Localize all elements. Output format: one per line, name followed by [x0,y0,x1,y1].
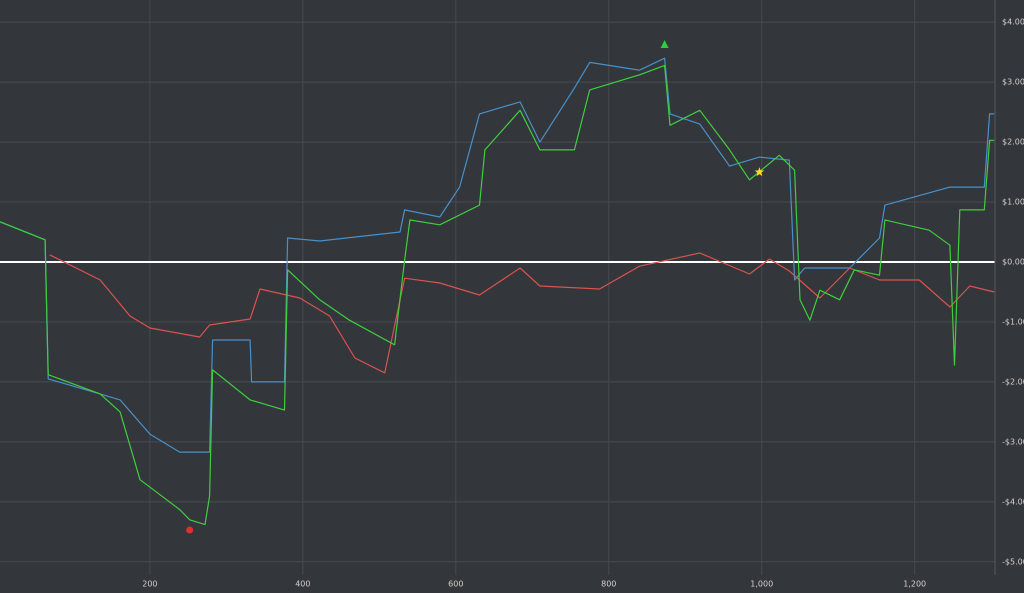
lines [0,57,995,526]
x-tick-label: 1,000 [750,580,773,589]
series-line [0,57,995,453]
y-tick-label: $1.00 [1002,198,1024,207]
min-marker [186,526,194,534]
y-tick-label: -$1.00 [1002,317,1024,326]
y-tick-label: -$4.00 [1002,497,1024,506]
x-tick-label: 1,200 [903,580,926,589]
x-tick-label: 400 [295,580,310,589]
series-line [0,64,995,526]
y-tick-label: -$2.00 [1002,377,1024,386]
y-tick-label: $2.00 [1002,138,1024,147]
max-marker [660,39,669,48]
x-tick-label: 800 [601,580,616,589]
y-tick-label: $4.00 [1002,18,1024,27]
star-marker [754,167,765,177]
x-tick-label: 600 [448,580,463,589]
y-tick-label: $3.00 [1002,78,1024,87]
y-tick-label: -$5.00 [1002,557,1024,566]
y-tick-label: -$3.00 [1002,437,1024,446]
x-tick-label: 200 [142,580,157,589]
y-tick-label: $0.00 [1002,258,1024,267]
